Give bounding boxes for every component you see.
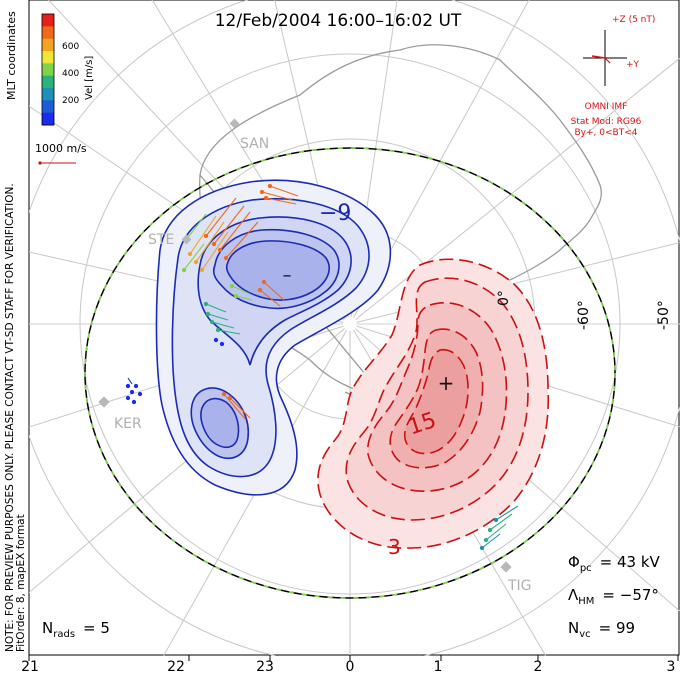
mlt-axis [28, 655, 679, 661]
colorbar-border [41, 13, 55, 126]
mlt-tick-22: 22 [167, 659, 185, 674]
imf-y-label: +Y [626, 60, 640, 70]
colorbar-swatch [42, 75, 54, 89]
stat-n-rads: Nrads = 5 [42, 619, 110, 640]
stat-phi-pc: Φpc = 43 kV [568, 553, 661, 574]
colorbar-swatch [42, 38, 54, 52]
pole-marker [343, 317, 357, 331]
velocity-scale-label: 1000 m/s [35, 142, 87, 155]
colorbar-swatch [42, 112, 54, 126]
lat-label-60: -60° [576, 300, 592, 330]
mlt-coordinates-label: MLT coordinates [5, 11, 18, 100]
colorbar-swatch [42, 14, 54, 27]
colorbar-tick-600: 600 [62, 42, 79, 52]
stat-n-vc: Nvc = 99 [568, 619, 635, 640]
velocity-colorbar [41, 13, 55, 126]
colorbar-swatch [42, 51, 54, 64]
colorbar-swatch [42, 100, 54, 114]
min-potential-marker: – [283, 265, 292, 286]
mlt-tick-3: 3 [667, 659, 676, 674]
svg-text:Nrads= 5: Nrads = 5 [42, 619, 110, 640]
station-tig: TIG [507, 578, 532, 594]
mlt-tick-1: 1 [434, 659, 443, 674]
negative-potential-cell [155, 179, 392, 496]
imf-dial [583, 30, 627, 86]
mlt-tick-2: 2 [534, 659, 543, 674]
colorbar-tick-400: 400 [62, 69, 79, 79]
hm-boundary-dash [84, 147, 616, 599]
mlt-tick-23: 23 [256, 659, 274, 674]
site-marker-san [229, 118, 240, 129]
stat-lambda-hm: ΛHM = −57° [568, 586, 659, 607]
colorbar-swatch [42, 88, 54, 101]
stat-model: Stat Mod: RG96 [571, 117, 642, 127]
map-title: 12/Feb/2004 16:00–16:02 UT [215, 11, 462, 31]
colorbar-tick-200: 200 [62, 96, 79, 106]
station-ste: STE [148, 232, 174, 248]
lat-label-70: 0° [496, 290, 512, 306]
site-marker-tig [500, 561, 512, 573]
svg-text:ΛHM= −57°: ΛHM = −57° [568, 586, 659, 607]
mlt-tick-21: 21 [21, 659, 39, 674]
positive-potential-cell [317, 258, 550, 549]
contour-label-3: 3 [388, 535, 401, 559]
stat-model-bins: By+, 0<BT<4 [575, 128, 638, 138]
fit-order-note: FitOrder: 8, mapEX format [15, 514, 27, 652]
imf-source: OMNI IMF [585, 102, 628, 112]
colorbar-swatch [42, 63, 54, 77]
station-san: SAN [240, 136, 269, 152]
velocity-vectors [125, 183, 519, 551]
preview-note: NOTE: FOR PREVIEW PURPOSES ONLY. PLEASE … [4, 183, 16, 652]
velocity-scale-dot [38, 161, 42, 165]
site-marker-ste [181, 234, 192, 245]
max-potential-marker: + [438, 371, 455, 395]
lat-label-50: -50° [656, 300, 672, 330]
svg-text:Nvc= 99: Nvc = 99 [568, 619, 635, 640]
station-ker: KER [114, 416, 142, 432]
mlt-tick-0: 0 [346, 659, 355, 674]
contour-label-neg: −9 [319, 201, 351, 226]
colorbar-label: Vel [m/s] [84, 56, 95, 100]
colorbar-swatch [42, 26, 54, 40]
svg-text:Φpc= 43 kV: Φpc = 43 kV [568, 553, 661, 574]
imf-z-label: +Z (5 nT) [612, 15, 655, 25]
